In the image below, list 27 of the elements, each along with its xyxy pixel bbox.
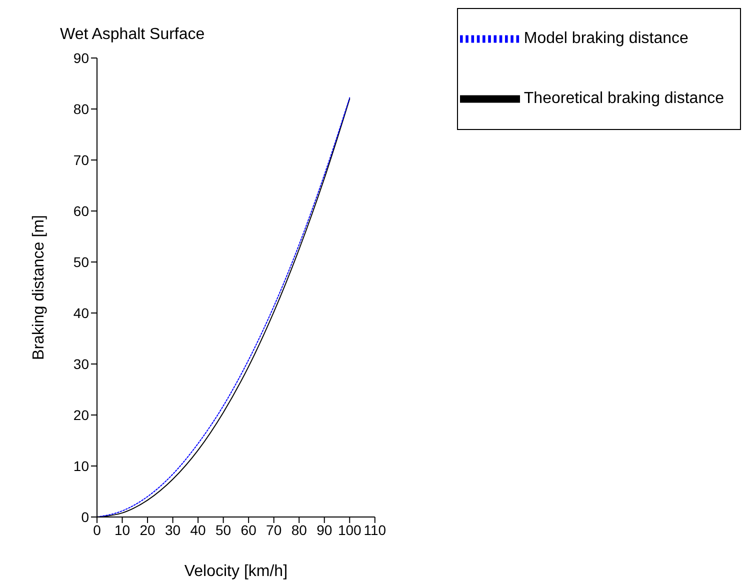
y-tick-label: 30 (73, 356, 90, 372)
y-tick-label: 80 (73, 100, 90, 117)
x-tick-label: 50 (216, 522, 232, 538)
y-tick-label: 50 (73, 254, 90, 270)
y-tick-label: 10 (73, 458, 90, 474)
y-tick-label: 90 (73, 50, 90, 66)
x-tick-label: 70 (266, 522, 282, 538)
x-tick-label: 30 (165, 522, 181, 538)
y-tick-label: 20 (73, 406, 90, 423)
x-axis-title: Velocity [km/h] (184, 563, 288, 580)
x-tick-label: 80 (291, 522, 308, 538)
y-tick-label: 70 (73, 152, 90, 168)
x-tick-label: 10 (114, 522, 130, 538)
x-tick-label: 110 (364, 522, 386, 538)
x-tick-label: 0 (93, 522, 102, 538)
y-tick-label: 40 (73, 304, 90, 321)
x-tick-label: 100 (338, 522, 362, 538)
y-tick-label: 60 (73, 202, 90, 219)
x-tick-label: 40 (190, 522, 206, 538)
y-tick-label: 0 (81, 508, 90, 525)
y-axis-title: Braking distance [m] (30, 215, 48, 360)
chart-title: Wet Asphalt Surface (60, 26, 205, 44)
x-tick-label: 90 (316, 522, 332, 538)
x-tick-label: 20 (140, 522, 156, 538)
legend-label: Theoretical braking distance (524, 90, 724, 108)
x-tick-label: 60 (240, 522, 257, 538)
legend-label: Model braking distance (524, 30, 688, 48)
